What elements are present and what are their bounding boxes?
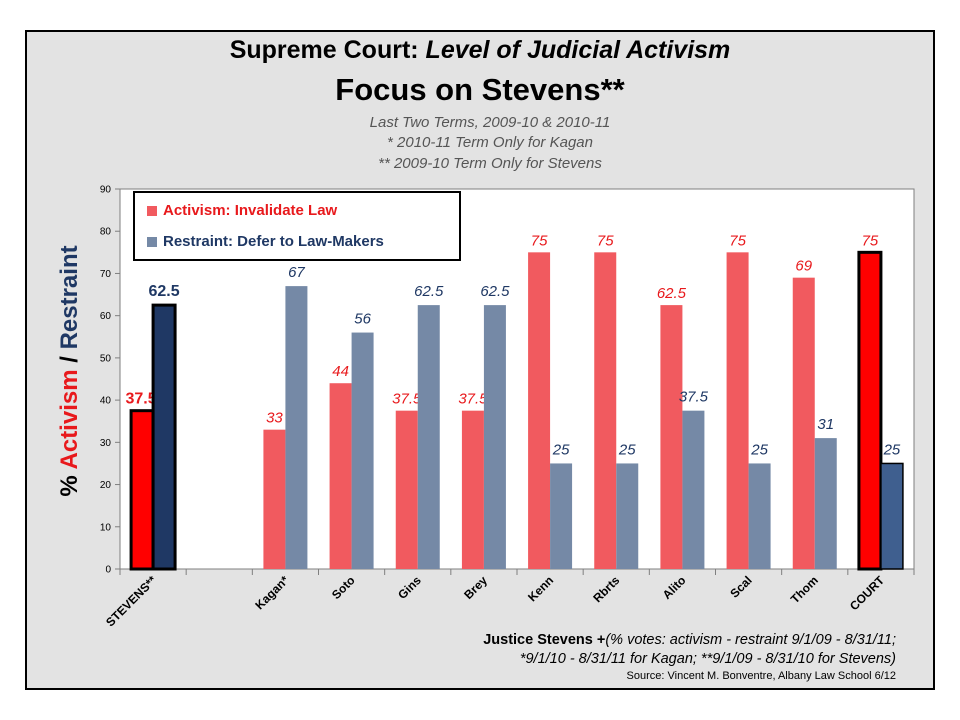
x-tick-label: Kagan* <box>252 573 291 612</box>
footer-note: Justice Stevens +(% votes: activism - re… <box>483 632 896 648</box>
value-label-activism: 37.5 <box>458 391 488 408</box>
value-label-activism: 37.5 <box>126 391 157 408</box>
bar-restraint <box>285 286 308 569</box>
chart-title: Supreme Court: Level of Judicial Activis… <box>0 36 960 65</box>
bar-activism <box>461 410 484 569</box>
value-label-restraint: 62.5 <box>414 283 444 300</box>
subtitle-3: ** 2009-10 Term Only for Stevens <box>378 155 602 172</box>
value-label-activism: 37.5 <box>392 391 422 408</box>
value-label-restraint: 25 <box>552 441 570 458</box>
y-tick-label: 10 <box>100 522 112 533</box>
bar-restraint <box>814 438 837 569</box>
bar-activism <box>263 429 286 569</box>
value-label-restraint: 37.5 <box>679 389 709 406</box>
value-label-activism: 44 <box>332 363 349 380</box>
x-tick-label: COURT <box>847 573 888 614</box>
x-tick-label: Alito <box>660 573 689 602</box>
bar-restraint <box>550 463 573 569</box>
subtitle-1: Last Two Terms, 2009-10 & 2010-11 <box>369 114 611 131</box>
value-label-restraint: 67 <box>288 264 305 281</box>
y-tick-label: 90 <box>100 185 112 196</box>
bar-restraint <box>682 410 705 569</box>
y-tick-label: 20 <box>100 480 112 491</box>
footer-bold: Justice Stevens + <box>483 632 606 648</box>
bar-restraint <box>616 463 639 569</box>
value-label-activism: 75 <box>597 232 614 249</box>
subtitle-2: * 2010-11 Term Only for Kagan <box>387 134 593 151</box>
value-label-restraint: 62.5 <box>149 283 180 300</box>
bar-restraint <box>880 462 904 570</box>
legend-item-restraint: Restraint: Defer to Law-Makers <box>147 233 384 250</box>
title-prefix: Supreme Court: <box>229 36 426 64</box>
x-tick-label: Thom <box>788 573 821 606</box>
legend-swatch-activism <box>147 206 157 217</box>
value-label-restraint: 25 <box>883 441 901 458</box>
bar-activism <box>726 252 749 570</box>
bar-restraint <box>417 305 440 569</box>
value-label-activism: 69 <box>795 258 812 275</box>
bar-activism <box>395 410 418 569</box>
x-tick-label: Kenn <box>525 573 556 604</box>
x-tick-label: Gins <box>395 573 424 602</box>
value-label-activism: 75 <box>729 232 746 249</box>
y-tick-label: 60 <box>100 311 112 322</box>
value-label-activism: 75 <box>862 232 879 249</box>
chart-title-line2: Focus on Stevens** <box>335 72 625 107</box>
legend-swatch-restraint <box>147 237 157 248</box>
y-tick-label: 80 <box>100 227 112 238</box>
y-tick-label: 70 <box>100 269 112 280</box>
x-tick-label: Soto <box>329 573 358 602</box>
value-label-activism: 75 <box>531 232 548 249</box>
bar-activism <box>528 252 551 570</box>
value-label-activism: 33 <box>266 410 283 427</box>
bar-activism <box>329 383 352 569</box>
y-tick-label: 50 <box>100 353 112 364</box>
y-tick-label: 30 <box>100 438 112 449</box>
x-tick-label: Brey <box>461 573 490 602</box>
value-label-restraint: 31 <box>817 416 834 433</box>
x-tick-label: STEVENS** <box>103 573 159 629</box>
title-italic: Level of Judicial Activism <box>425 36 731 64</box>
legend-item-activism: Activism: Invalidate Law <box>147 202 337 219</box>
y-tick-label: 0 <box>105 565 111 576</box>
value-label-activism: 62.5 <box>657 285 687 302</box>
value-label-restraint: 62.5 <box>480 283 510 300</box>
bar-activism <box>660 305 683 569</box>
legend-label-restraint: Restraint: Defer to Law-Makers <box>163 233 384 250</box>
bar-restraint <box>351 332 374 569</box>
bar-restraint <box>483 305 506 569</box>
footer-note-line2: *9/1/10 - 8/31/11 for Kagan; **9/1/09 - … <box>519 651 896 667</box>
value-label-restraint: 25 <box>750 441 768 458</box>
bar-activism <box>857 250 883 571</box>
x-tick-label: Scal <box>727 573 754 600</box>
bar-activism <box>594 252 617 570</box>
legend: Activism: Invalidate Law Restraint: Defe… <box>133 191 461 261</box>
bar-restraint <box>748 463 771 569</box>
bar-activism <box>792 277 815 569</box>
bar-restraint <box>151 303 177 571</box>
value-label-restraint: 25 <box>618 441 636 458</box>
bar-activism <box>129 409 155 571</box>
x-tick-label: Rbrts <box>590 573 622 605</box>
footer-source: Source: Vincent M. Bonventre, Albany Law… <box>626 670 896 682</box>
y-tick-label: 40 <box>100 396 112 407</box>
footer-italic: (% votes: activism - restraint 9/1/09 - … <box>605 632 896 648</box>
value-label-restraint: 56 <box>354 311 371 328</box>
legend-label-activism: Activism: Invalidate Law <box>163 202 338 219</box>
